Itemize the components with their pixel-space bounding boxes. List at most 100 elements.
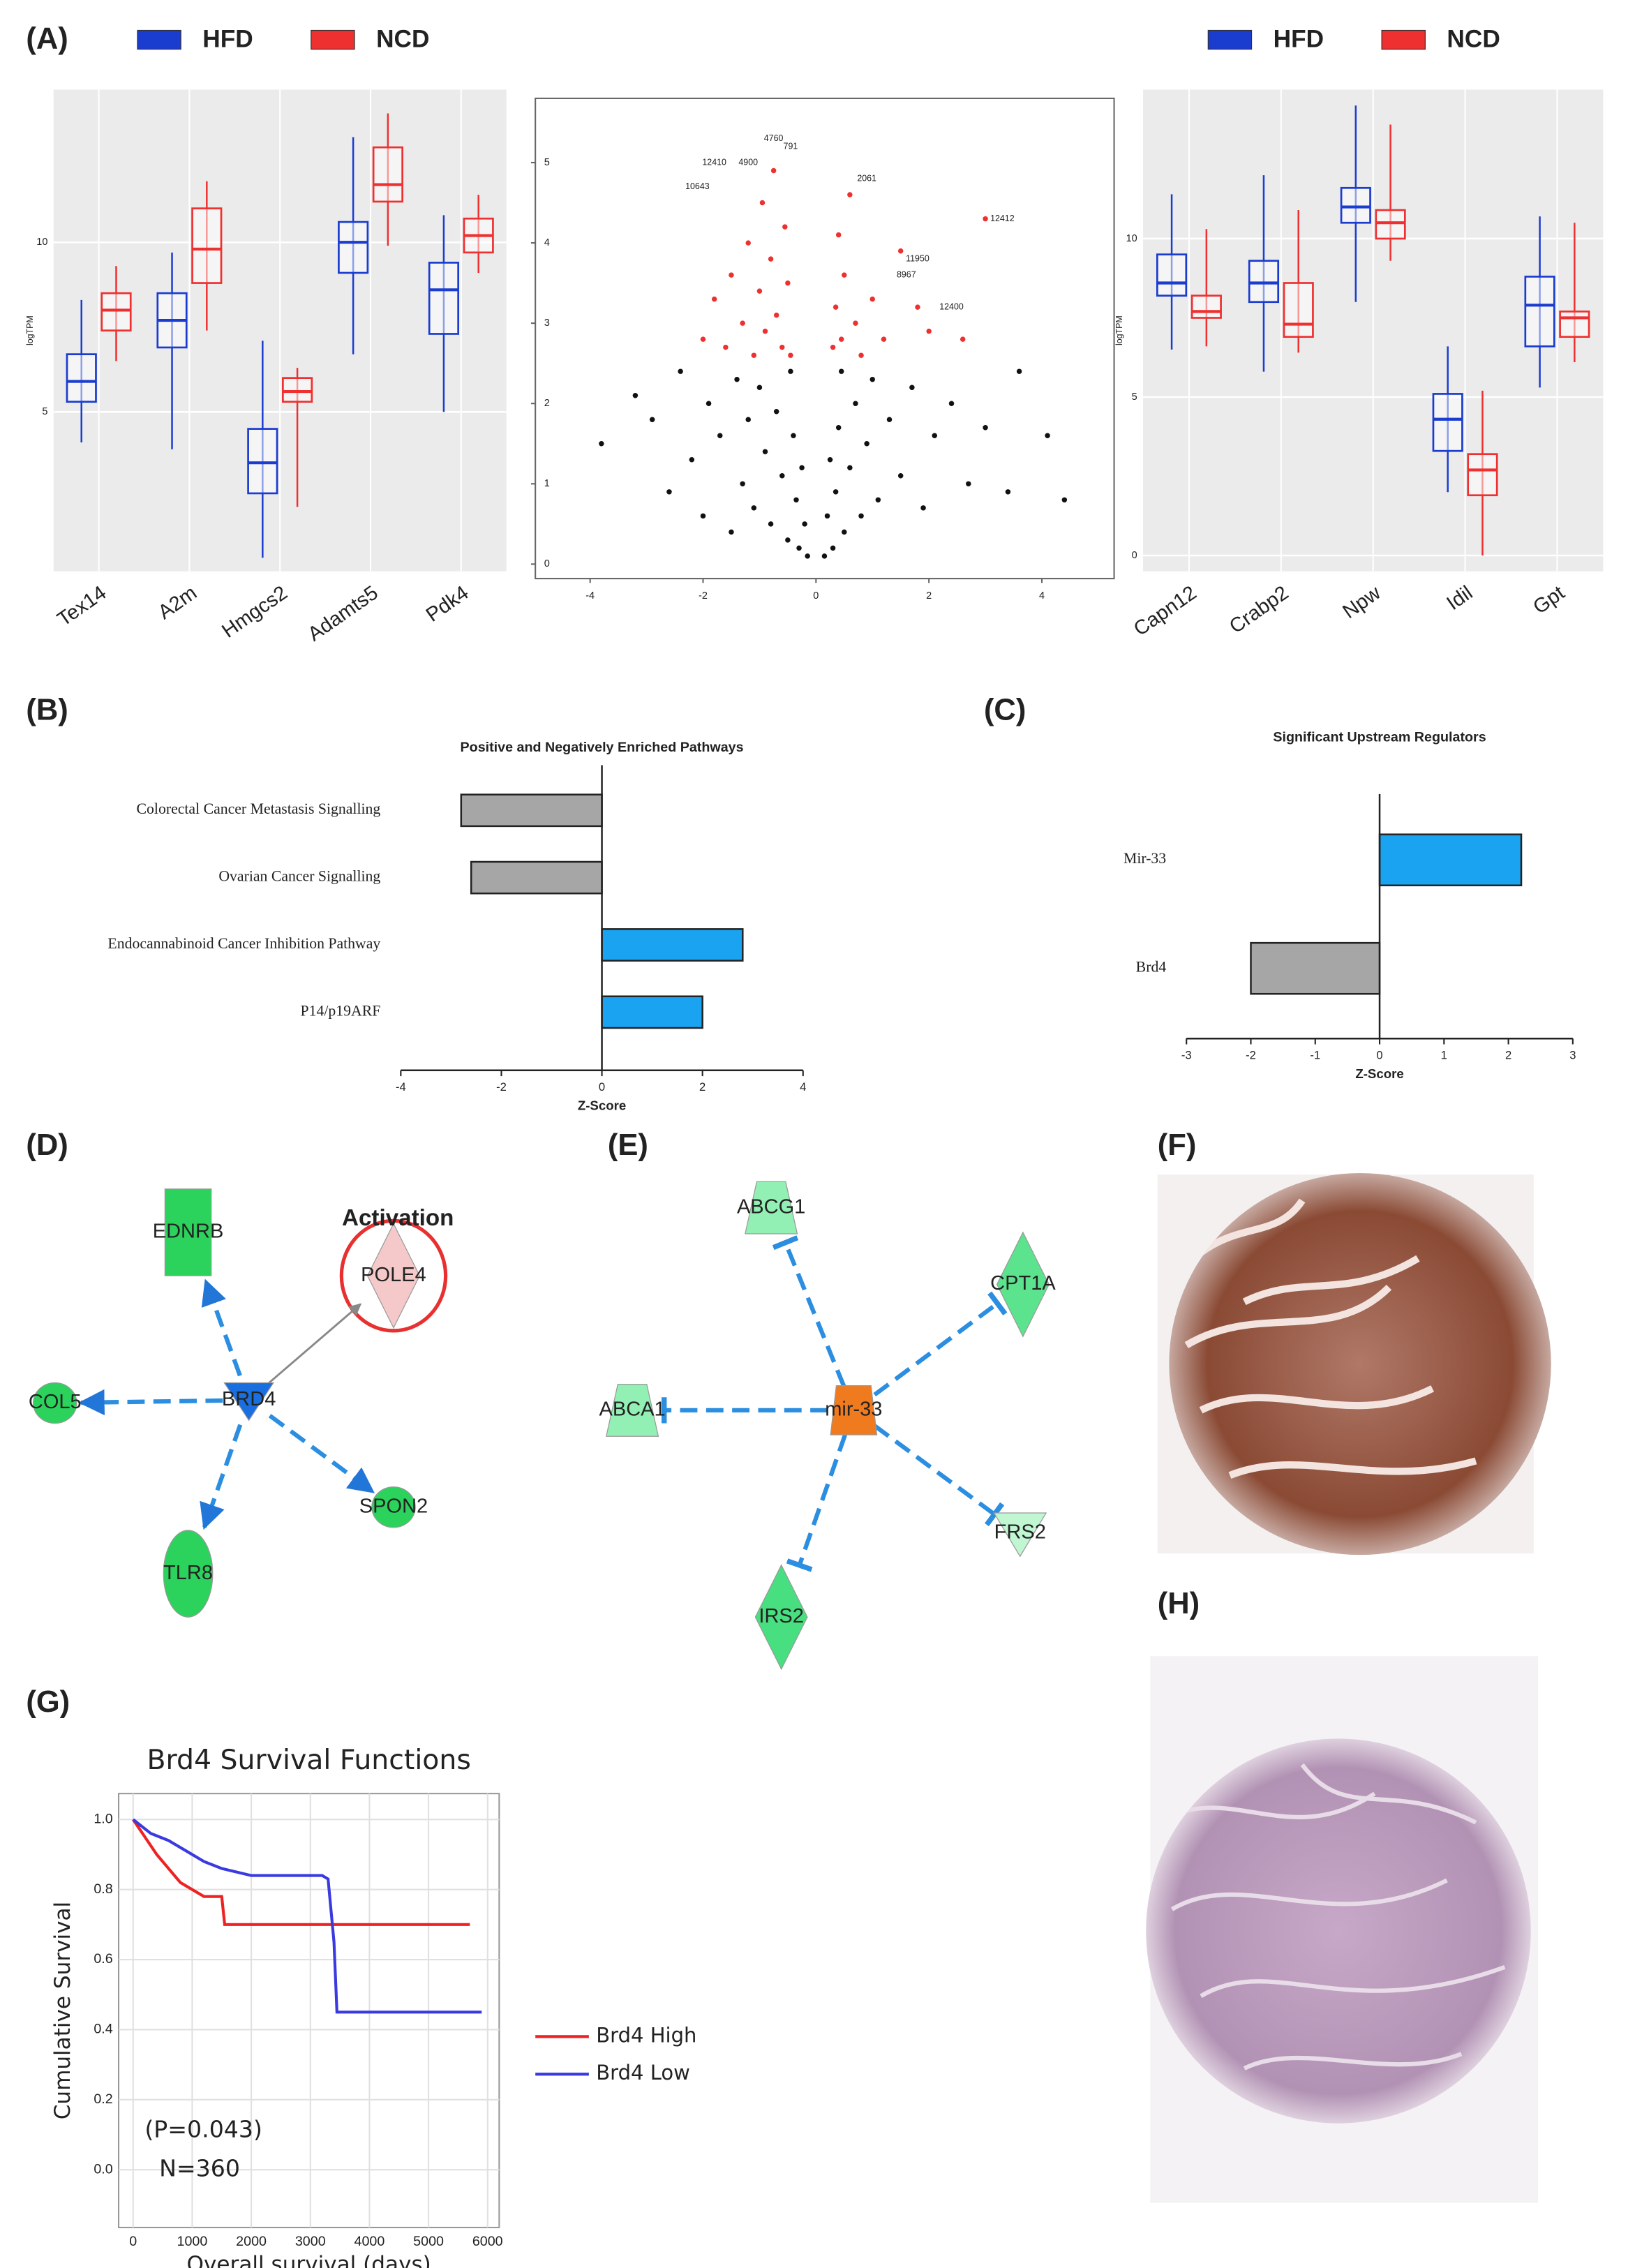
x-tick-label: 3	[1569, 1048, 1576, 1061]
point	[897, 473, 904, 479]
box	[100, 292, 132, 331]
panel-label: (D)	[26, 1128, 68, 1162]
bar	[460, 793, 603, 828]
legend-swatch	[137, 29, 181, 50]
x-tick-label: -2	[1246, 1048, 1256, 1061]
point	[678, 368, 683, 374]
edge	[786, 1434, 847, 1572]
legend-label: Brd4 Low	[596, 2061, 690, 2084]
point	[960, 336, 966, 342]
y-axis-label: Cumulative Survival	[50, 1902, 75, 2120]
x-tick-label: 4	[1039, 590, 1045, 602]
point	[762, 328, 768, 334]
point	[632, 392, 639, 398]
panel-label: (A)	[26, 22, 68, 56]
x-tick-label: -2	[496, 1080, 507, 1094]
point	[788, 368, 793, 374]
point	[824, 513, 830, 519]
box	[372, 146, 403, 203]
bar	[601, 995, 703, 1029]
box	[1375, 209, 1406, 240]
y-tick-label: 2	[544, 398, 550, 409]
node-label: CPT1A	[990, 1272, 1056, 1295]
edge	[201, 1278, 242, 1377]
point	[791, 433, 796, 438]
point	[779, 344, 785, 350]
category-label: Ovarian Cancer Signalling	[218, 868, 380, 885]
x-tick-label: 0	[1376, 1048, 1382, 1061]
point	[948, 401, 955, 406]
panel-label: (E)	[608, 1128, 648, 1162]
point	[932, 433, 937, 438]
x-axis-label: Overall survival (days)	[187, 2252, 431, 2268]
x-tick-label: -3	[1181, 1048, 1192, 1061]
point	[756, 385, 763, 390]
point	[881, 336, 887, 342]
node-shape	[366, 1223, 420, 1329]
point	[740, 481, 745, 487]
x-tick-label: 4000	[354, 2234, 385, 2249]
point-label: 12410	[702, 157, 726, 167]
point	[782, 224, 788, 230]
point	[842, 272, 847, 278]
legend-label: Brd4 High	[596, 2023, 696, 2047]
point	[869, 376, 875, 382]
x-tick-label: 2000	[236, 2234, 267, 2249]
box	[1340, 186, 1371, 224]
point	[926, 328, 932, 334]
node-shape	[996, 1231, 1050, 1338]
bar	[601, 928, 744, 962]
survival-line	[132, 1818, 482, 2014]
chart-title: Brd4 Survival Functions	[147, 1744, 470, 1776]
point-label: 4900	[738, 157, 758, 167]
category-label: Brd4	[1136, 959, 1167, 976]
point	[805, 553, 810, 559]
y-tick-label: 0.6	[94, 1951, 112, 1967]
y-axis-label: logTPM	[25, 315, 35, 345]
node-label: IRS2	[759, 1605, 804, 1627]
y-tick-label: 0	[1132, 550, 1137, 561]
box	[191, 207, 223, 284]
point	[847, 465, 853, 471]
point	[886, 417, 893, 422]
node-label: COL5	[29, 1391, 82, 1413]
node-label: TLR8	[163, 1562, 213, 1584]
x-tick-label: 3000	[295, 2234, 326, 2249]
legend-label: NCD	[1447, 25, 1500, 52]
point	[830, 344, 836, 350]
point-label: 12400	[939, 301, 964, 311]
node-shape	[163, 1530, 214, 1618]
x-tick-label: 0	[599, 1080, 605, 1094]
point	[785, 280, 791, 286]
node-shape	[223, 1382, 275, 1422]
box	[1248, 260, 1280, 304]
point	[1061, 497, 1068, 503]
annotation: N=360	[159, 2155, 240, 2182]
edge	[268, 1414, 375, 1494]
point	[773, 312, 779, 318]
point	[745, 240, 751, 246]
point	[740, 320, 745, 326]
x-tick-label: 6000	[472, 2234, 503, 2249]
point-label: 12412	[990, 214, 1015, 223]
point	[768, 256, 774, 262]
x-tick-label: 1000	[177, 2234, 208, 2249]
x-tick-label: 2	[926, 590, 932, 602]
node-shape	[164, 1188, 212, 1276]
legend-swatch	[311, 29, 355, 50]
point	[966, 481, 971, 487]
point	[700, 513, 706, 519]
point	[802, 521, 807, 527]
point	[983, 425, 988, 431]
point	[847, 192, 853, 197]
point	[1016, 368, 1022, 374]
point	[751, 505, 757, 511]
node-label: ABCA1	[599, 1398, 666, 1421]
point	[729, 272, 734, 278]
point	[785, 537, 791, 543]
point	[734, 376, 740, 382]
box	[1190, 294, 1222, 319]
activation-ring	[339, 1218, 448, 1333]
